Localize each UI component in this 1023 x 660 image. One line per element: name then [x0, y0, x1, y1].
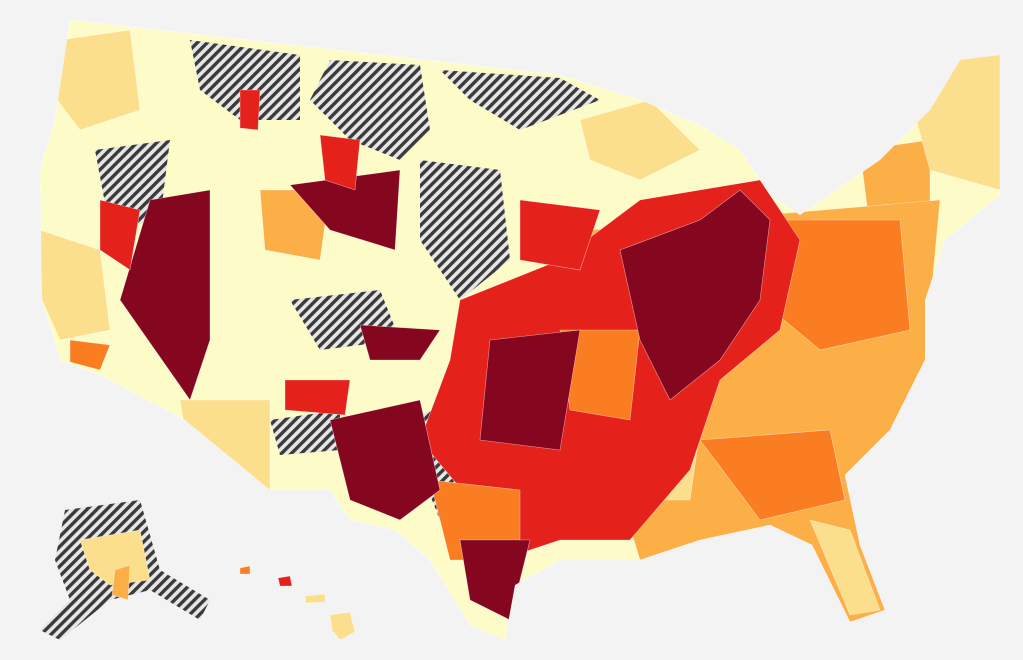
no-data-region [310, 60, 430, 160]
no-data-region [440, 70, 600, 130]
alaska-region [111, 564, 131, 601]
region [579, 99, 701, 181]
no-data-region [190, 40, 300, 120]
region [119, 189, 211, 401]
region [359, 324, 441, 361]
hawaii-island [304, 593, 326, 604]
region [69, 339, 111, 371]
region [329, 399, 441, 521]
region [619, 189, 771, 401]
region [284, 379, 351, 416]
region [699, 429, 846, 521]
region [809, 519, 881, 616]
region [289, 169, 401, 251]
region [239, 89, 261, 131]
no-data-region [420, 160, 510, 300]
region [179, 399, 271, 491]
no-data-region [270, 410, 340, 455]
alaska-region [79, 529, 151, 586]
regions [40, 29, 1000, 623]
region [99, 199, 141, 271]
hawaii-island [239, 565, 251, 575]
region [479, 329, 581, 451]
hawaii-island [329, 611, 356, 641]
region [319, 134, 361, 191]
region [519, 199, 601, 271]
hawaii-island [277, 575, 293, 587]
